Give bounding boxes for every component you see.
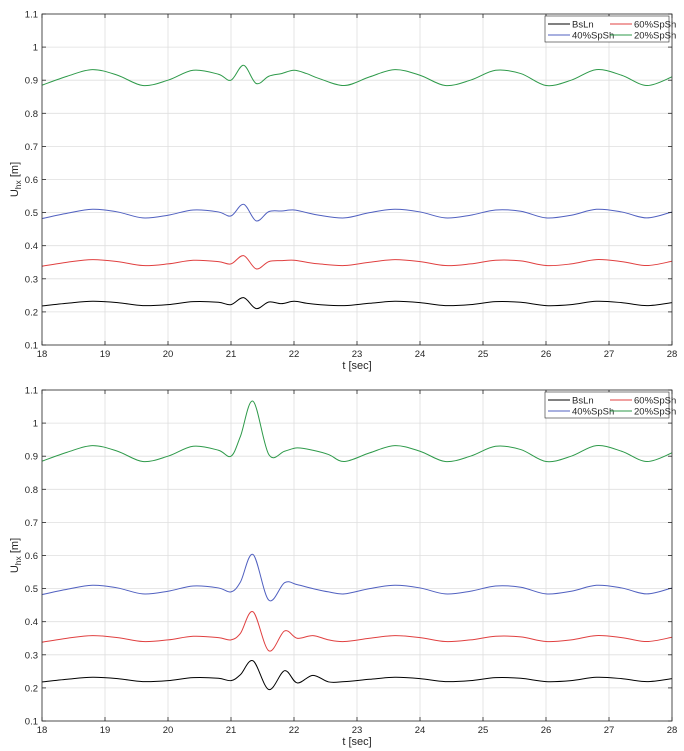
bottom-chart-panel: 18 19 20 21 22 23 24 25 26 27 28 0.1 0.2 0.3 0.4 0.5 0.6… [9, 386, 677, 749]
x-axis-label: t [sec] [342, 360, 371, 372]
legend-label: 20%SpSh [634, 31, 676, 42]
series-line-60pctspsh [42, 255, 672, 270]
legend-label: 60%SpSh [634, 20, 676, 31]
y-tick-label: 1.1 [25, 386, 38, 397]
x-tick-label: 21 [226, 725, 237, 736]
x-axis-label: t [sec] [342, 736, 371, 748]
y-tick-label: 0.6 [25, 175, 38, 186]
y-tick-label: 0.1 [25, 341, 38, 352]
y-tick-label: 1 [33, 419, 38, 430]
y-tick-label: 0.9 [25, 76, 38, 87]
legend: BsLn 60%SpSh 40%SpSh 20%SpSh [544, 391, 676, 419]
x-tick-label: 26 [541, 349, 552, 360]
y-tick-label: 0.2 [25, 307, 38, 318]
legend-label: BsLn [572, 396, 594, 407]
x-tick-label: 24 [415, 725, 426, 736]
y-tick-label: 1 [33, 43, 38, 54]
y-tick-label: 0.4 [25, 241, 38, 252]
series-line-40pctspsh [42, 203, 672, 222]
legend-label: 40%SpSh [572, 407, 614, 418]
y-tick-label: 0.1 [25, 717, 38, 728]
x-tick-label: 19 [100, 349, 111, 360]
series-line-20pctspsh [42, 400, 672, 463]
x-tick-label: 25 [478, 725, 489, 736]
x-tick-label: 28 [667, 725, 678, 736]
y-tick-label: 0.8 [25, 109, 38, 120]
legend-label: 20%SpSh [634, 407, 676, 418]
x-tick-label: 27 [604, 349, 615, 360]
legend: BsLn 60%SpSh 40%SpSh 20%SpSh [544, 15, 676, 43]
series-line-bsln [42, 660, 672, 691]
y-label-subscript: hx [13, 179, 23, 189]
y-tick-label: 0.2 [25, 683, 38, 694]
y-tick-label: 0.8 [25, 485, 38, 496]
x-tick-label: 21 [226, 349, 237, 360]
y-label-main: U [9, 189, 21, 197]
y-label-main: U [9, 565, 21, 573]
x-tick-label: 20 [163, 349, 174, 360]
y-tick-label: 0.7 [25, 142, 38, 153]
y-axis-label: Uhx [m] [9, 538, 23, 573]
legend-box [544, 391, 670, 419]
y-label-unit: [m] [9, 538, 21, 556]
series-line-60pctspsh [42, 611, 672, 652]
series-group [42, 64, 672, 310]
x-tick-label: 18 [37, 725, 48, 736]
x-tick-label: 27 [604, 725, 615, 736]
legend-label: BsLn [572, 20, 594, 31]
y-tick-label: 0.5 [25, 584, 38, 595]
x-tick-label: 23 [352, 349, 363, 360]
y-tick-label: 0.3 [25, 650, 38, 661]
legend-box [544, 15, 670, 43]
series-group [42, 400, 672, 691]
x-tick-label: 28 [667, 349, 678, 360]
legend-label: 40%SpSh [572, 31, 614, 42]
x-tick-label: 24 [415, 349, 426, 360]
x-tick-label: 18 [37, 349, 48, 360]
y-tick-label: 0.5 [25, 208, 38, 219]
x-tick-label: 26 [541, 725, 552, 736]
y-axis-label: Uhx [m] [9, 162, 23, 197]
x-tick-label: 20 [163, 725, 174, 736]
series-line-bsln [42, 297, 672, 310]
x-tick-label: 25 [478, 349, 489, 360]
x-tick-label: 23 [352, 725, 363, 736]
x-tick-label: 22 [289, 725, 300, 736]
y-tick-label: 0.6 [25, 551, 38, 562]
y-tick-label: 0.3 [25, 274, 38, 285]
y-tick-label: 0.4 [25, 617, 38, 628]
series-line-40pctspsh [42, 554, 672, 602]
y-label-unit: [m] [9, 162, 21, 180]
series-line-20pctspsh [42, 64, 672, 87]
x-tick-label: 19 [100, 725, 111, 736]
x-tick-label: 22 [289, 349, 300, 360]
y-tick-label: 1.1 [25, 10, 38, 21]
y-label-subscript: hx [13, 555, 23, 565]
y-tick-label: 0.9 [25, 452, 38, 463]
top-chart-panel: 18 19 20 21 22 23 24 25 26 27 28 0.1 0.2 0.3 0.4 0.5 0.6… [9, 10, 677, 373]
y-tick-label: 0.7 [25, 518, 38, 529]
legend-label: 60%SpSh [634, 396, 676, 407]
